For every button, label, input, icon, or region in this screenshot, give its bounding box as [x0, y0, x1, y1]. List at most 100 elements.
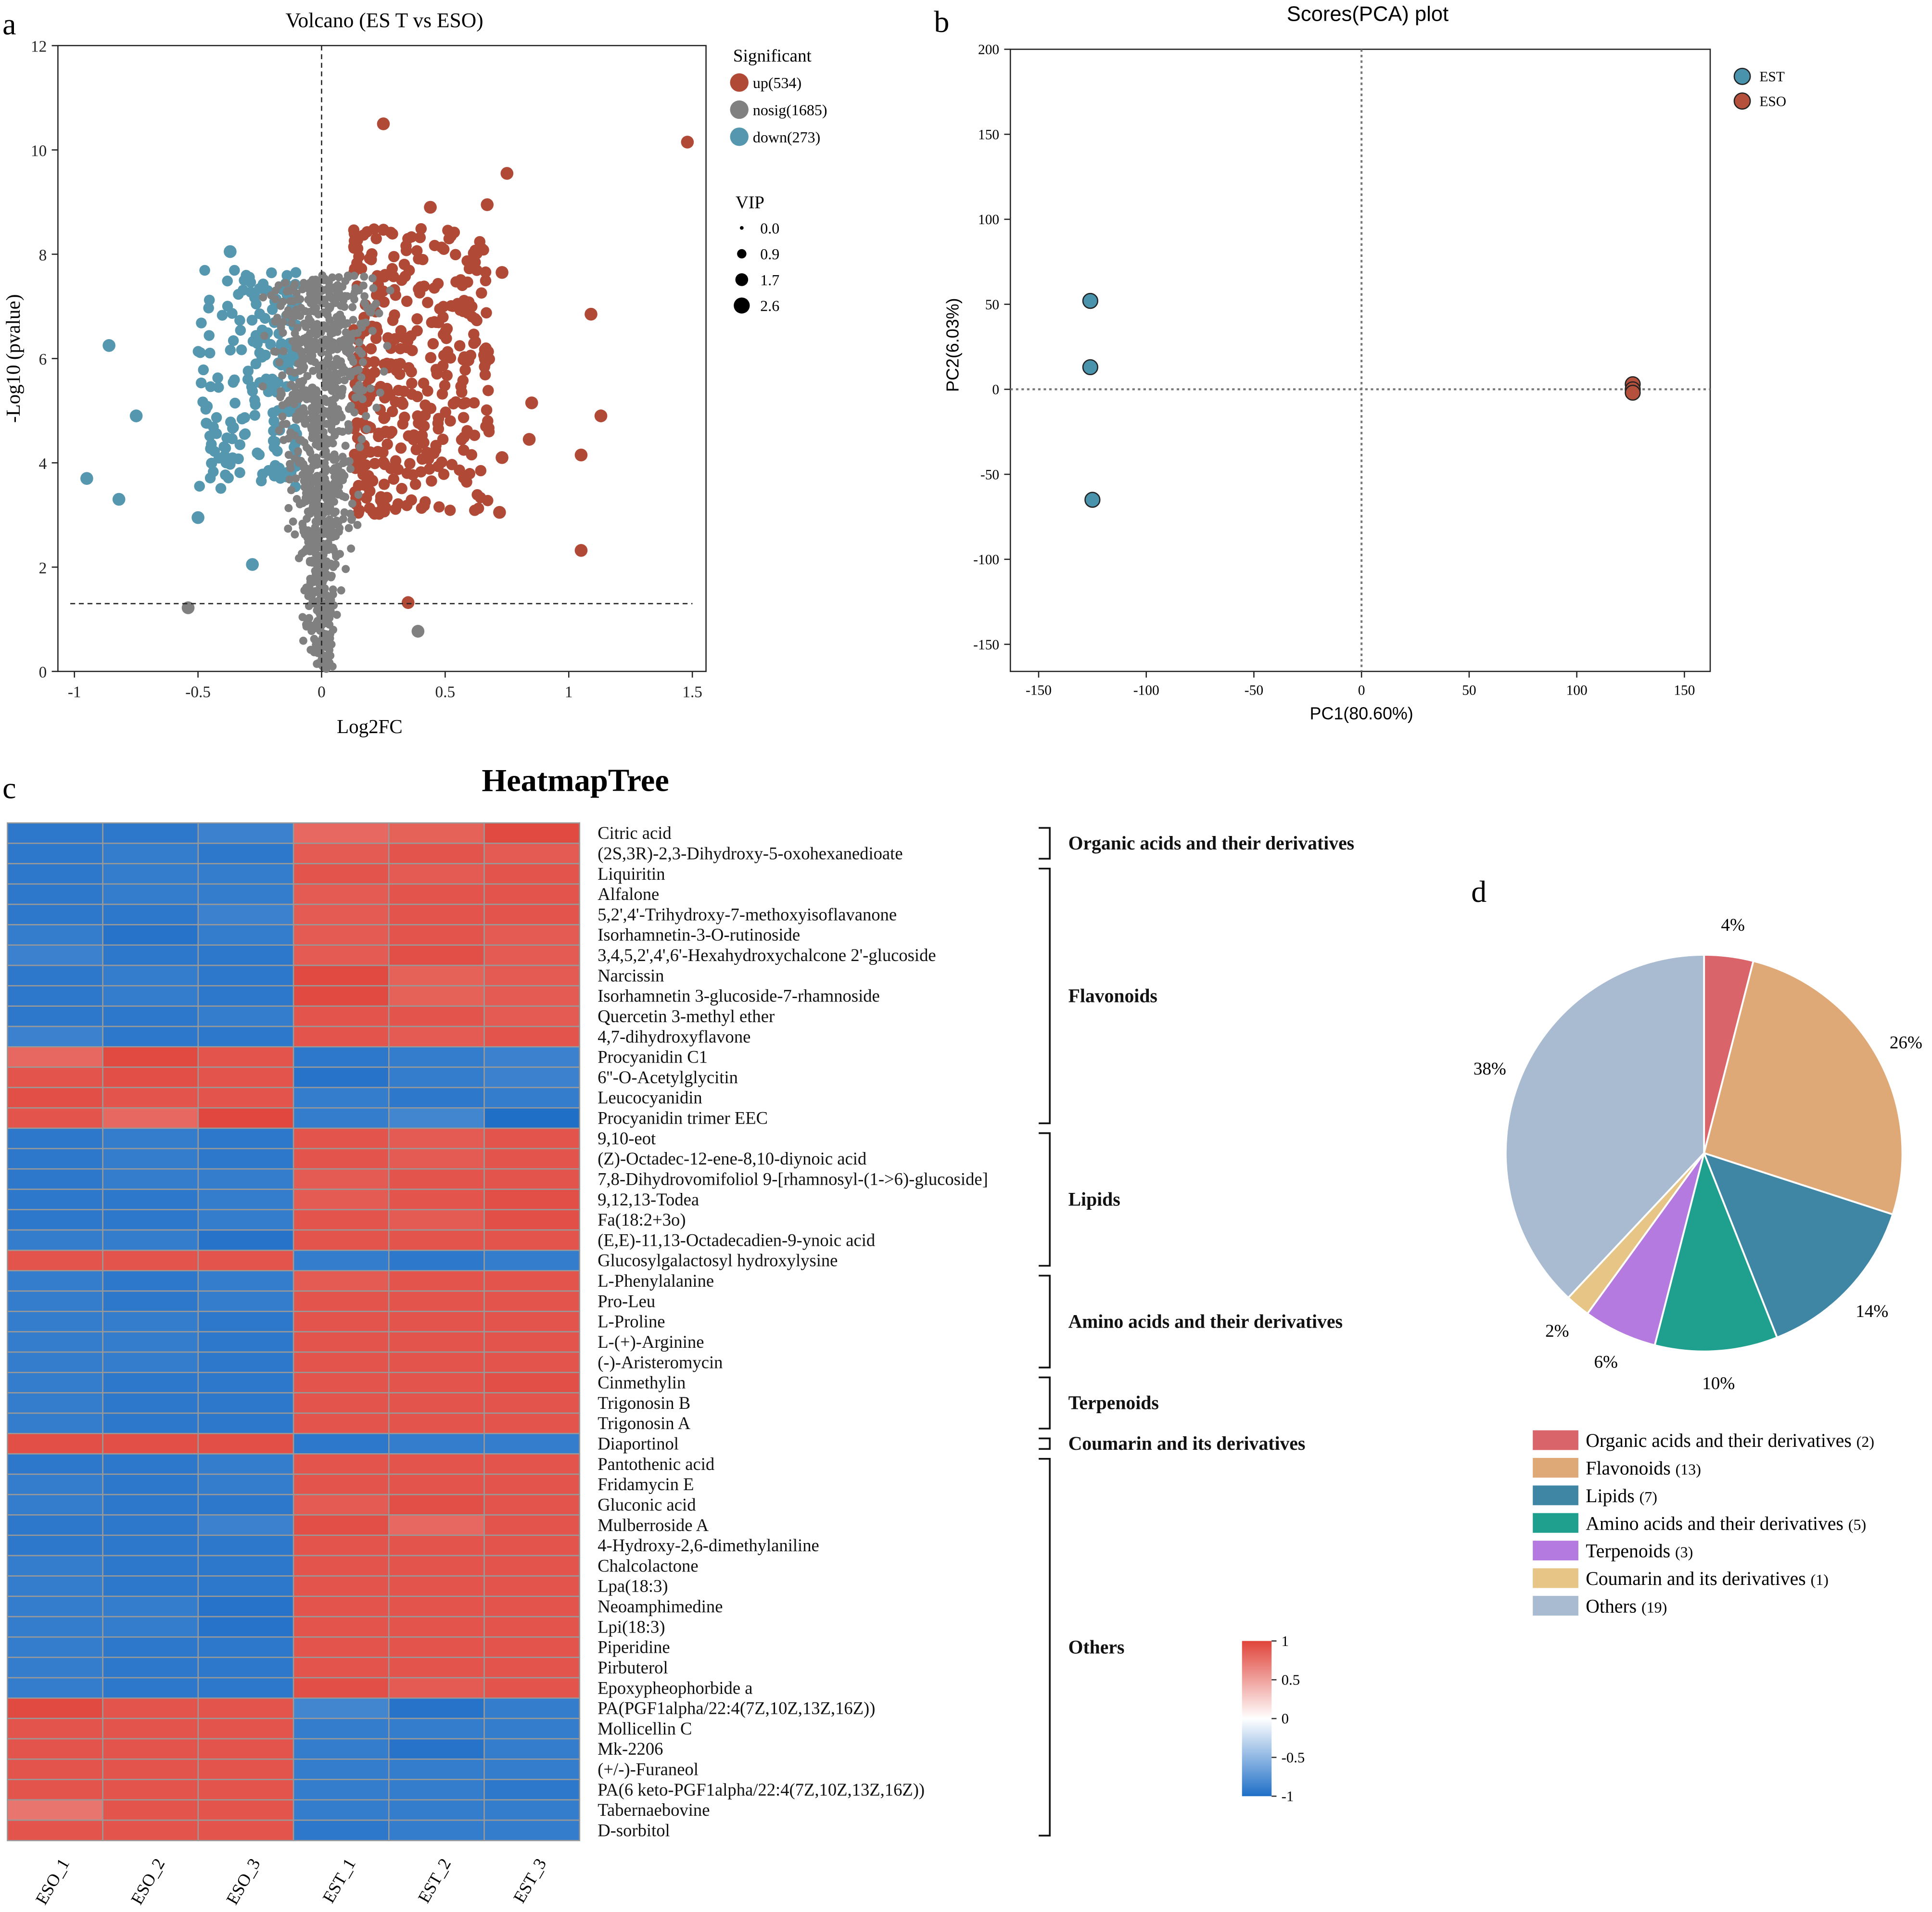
- volcano-point-nosig: [318, 470, 327, 479]
- volcano-point-nosig: [302, 583, 311, 592]
- volcano-point-up: [387, 315, 399, 326]
- volcano-point-down: [254, 283, 265, 294]
- heatmap-cell: [292, 1697, 390, 1719]
- volcano-point-nosig: [323, 409, 331, 418]
- heatmap-cell: [7, 1372, 103, 1393]
- heatmap-cell: [388, 1046, 485, 1068]
- volcano-point-nosig: [355, 381, 364, 390]
- volcano-point-up: [450, 276, 462, 288]
- heatmap-cell: [102, 1026, 199, 1048]
- volcano-point-nosig: [289, 297, 298, 305]
- volcano-point-up: [574, 544, 588, 557]
- heatmap-cell: [7, 842, 103, 864]
- legend-swatch: [1733, 92, 1751, 110]
- pca-title: Scores(PCA) plot: [1287, 3, 1449, 26]
- volcano-point-up: [458, 305, 469, 317]
- volcano-point-nosig: [313, 320, 321, 329]
- heatmap-cell: [292, 1738, 390, 1760]
- volcano-point-up: [437, 329, 449, 341]
- volcano-point-nosig: [283, 399, 292, 407]
- volcano-point-down: [252, 338, 263, 349]
- heatmap-cell: [483, 964, 581, 987]
- row-label: Epoxypheophorbide a: [597, 1678, 752, 1697]
- volcano-point-down: [285, 352, 297, 364]
- heatmap-cell: [292, 863, 390, 885]
- volcano-point-nosig: [358, 358, 367, 367]
- heatmap-cell: [483, 1209, 581, 1231]
- volcano-point-nosig: [282, 419, 291, 428]
- volcano-point-nosig: [290, 338, 298, 347]
- heatmap-cell: [102, 1046, 199, 1068]
- volcano-point-up: [437, 433, 449, 445]
- heatmap-cell: [7, 1290, 103, 1312]
- volcano-point-nosig: [285, 475, 294, 484]
- volcano-point-nosig: [329, 625, 338, 634]
- heatmap-cell: [197, 985, 294, 1007]
- volcano-point-down: [233, 289, 244, 300]
- pie-percent-label: 4%: [1721, 915, 1745, 935]
- volcano-point-down: [229, 265, 240, 276]
- row-label: Lpi(18:3): [597, 1617, 665, 1636]
- row-label: L-Proline: [597, 1312, 665, 1331]
- legend-count: (1): [1811, 1571, 1829, 1588]
- heatmap-cell: [102, 1657, 199, 1679]
- volcano-point-up: [379, 412, 391, 423]
- legend-swatch: [1533, 1457, 1578, 1478]
- heatmap-cell: [483, 1677, 581, 1699]
- volcano-point-nosig: [328, 273, 337, 282]
- heatmap-cell: [7, 1575, 103, 1597]
- volcano-point-up: [396, 482, 407, 494]
- volcano-point-nosig: [302, 497, 310, 506]
- volcano-point-nosig: [344, 524, 353, 532]
- volcano-point-up: [357, 458, 369, 470]
- volcano-point-down: [129, 409, 143, 422]
- volcano-point-down: [225, 459, 236, 470]
- volcano-point-nosig: [299, 636, 307, 645]
- volcano-point-down: [112, 493, 126, 506]
- heatmap-cell: [388, 1473, 485, 1495]
- volcano-point-nosig: [372, 404, 381, 412]
- heatmap-cell: [102, 1209, 199, 1231]
- row-label: Diaportinol: [597, 1434, 679, 1454]
- heatmap-cell: [388, 1005, 485, 1027]
- panel-label-b: b: [934, 5, 949, 39]
- volcano-point-up: [411, 245, 423, 257]
- volcano-point-down: [203, 294, 215, 306]
- volcano-point-nosig: [322, 528, 330, 537]
- colorbar-tick-label: 1: [1282, 1633, 1289, 1649]
- legend-swatch: [1733, 67, 1751, 85]
- volcano-point-up: [445, 300, 457, 312]
- heatmap-cell: [7, 1697, 103, 1719]
- heatmap-cell: [197, 1229, 294, 1251]
- heatmap-cell: [7, 924, 103, 946]
- volcano-point-down: [267, 407, 279, 418]
- heatmap-cell: [483, 1636, 581, 1658]
- volcano-point-up: [380, 425, 392, 437]
- colorbar: [1242, 1641, 1272, 1797]
- legend-label: nosig(1685): [753, 101, 827, 118]
- legend-swatch: [730, 127, 749, 146]
- heatmap-cell: [483, 1270, 581, 1292]
- heatmap-cell: [102, 1066, 199, 1089]
- legend-label: Amino acids and their derivatives (5): [1586, 1513, 1866, 1534]
- volcano-point-down: [246, 558, 259, 571]
- x-tick-label: 1: [565, 684, 573, 701]
- row-label: Quercetin 3-methyl ether: [597, 1006, 775, 1026]
- volcano-point-nosig: [309, 578, 318, 586]
- volcano-point-nosig: [312, 453, 320, 462]
- volcano-point-down: [223, 472, 234, 483]
- volcano-point-down: [212, 372, 223, 383]
- y-tick-label: 50: [985, 297, 999, 313]
- volcano-point-nosig: [360, 272, 369, 281]
- heatmap-cell: [197, 883, 294, 905]
- heatmap-cell: [292, 1351, 390, 1373]
- volcano-point-nosig: [344, 349, 353, 357]
- volcano-point-up: [480, 266, 492, 278]
- heatmap-cell: [388, 1290, 485, 1312]
- heatmap-cell: [102, 1229, 199, 1251]
- volcano-point-nosig: [313, 479, 321, 487]
- volcano-point-down: [215, 483, 227, 494]
- heatmap-cell: [388, 863, 485, 885]
- legend-count: (3): [1675, 1544, 1693, 1561]
- row-label: PA(6 keto-PGF1alpha/22:4(7Z,10Z,13Z,16Z)…: [597, 1780, 925, 1799]
